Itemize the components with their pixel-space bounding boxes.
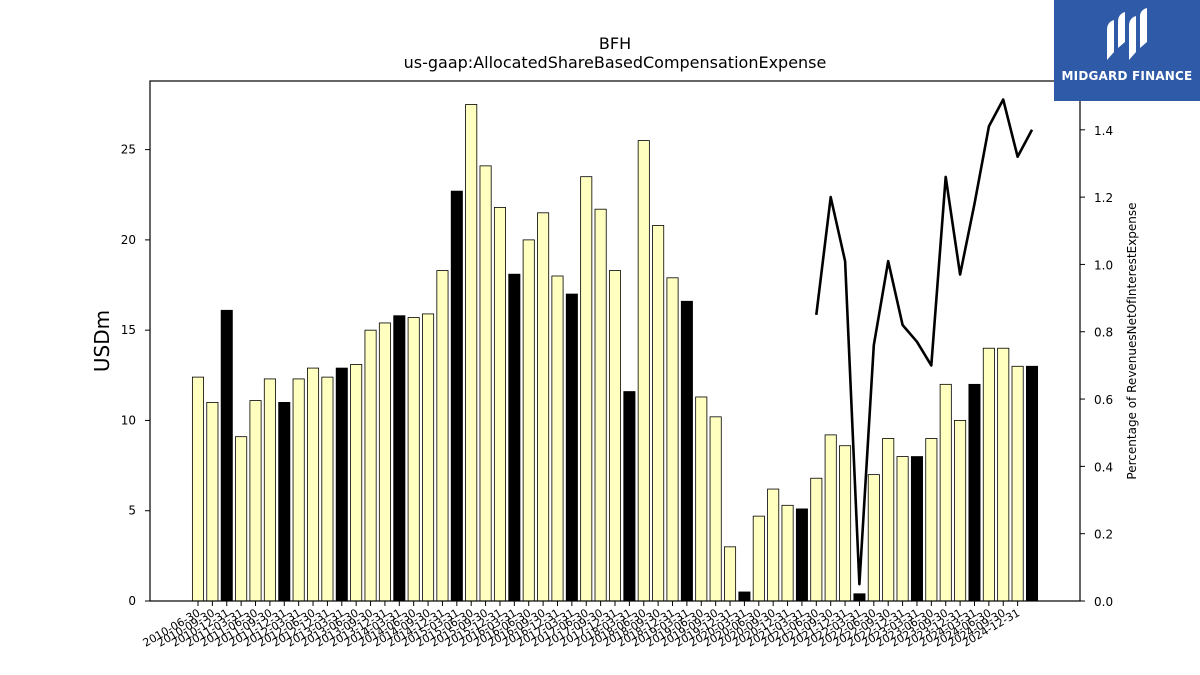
bar (652, 225, 665, 602)
y-axis: 0 5 10 15 20 25 (121, 143, 150, 608)
y-tick-label: 15 (121, 323, 136, 337)
bar (220, 309, 233, 602)
bar (522, 239, 535, 602)
bar (263, 378, 276, 602)
y-tick-label: 5 (128, 504, 136, 518)
bar (450, 190, 463, 602)
bar (939, 383, 952, 602)
bar (623, 391, 636, 602)
bar (896, 456, 909, 602)
bar (752, 515, 765, 602)
chart-title: BFH (599, 34, 631, 53)
line-series (815, 98, 1034, 586)
bar (608, 270, 622, 602)
bar (335, 367, 348, 602)
bar (565, 293, 578, 602)
y2-tick-label: 0.0 (1094, 595, 1113, 609)
y2-tick-label: 0.4 (1094, 460, 1113, 474)
bar (824, 434, 837, 602)
bar (1011, 365, 1024, 602)
bar (954, 420, 967, 602)
bar (724, 546, 737, 602)
bar (278, 401, 291, 602)
bar (479, 165, 492, 602)
bar (321, 376, 334, 602)
y2-axis: 0.0 0.2 0.4 0.6 0.8 1.0 1.2 1.4 (1080, 124, 1113, 609)
bar (235, 436, 248, 602)
y-tick-label: 10 (121, 413, 136, 427)
bar (882, 438, 895, 602)
bar (968, 383, 981, 602)
bar (249, 400, 262, 602)
bar (666, 277, 679, 602)
bar (508, 273, 521, 602)
y2-tick-label: 1.0 (1094, 258, 1113, 272)
bar (867, 474, 880, 602)
bar (493, 206, 506, 602)
bar (465, 104, 478, 602)
y2-axis-label: Percentage of RevenuesNetOfInterestExpen… (1125, 202, 1139, 479)
bar (292, 378, 305, 602)
bar (709, 416, 722, 602)
y2-tick-label: 0.6 (1094, 393, 1113, 407)
y2-tick-label: 0.8 (1094, 326, 1113, 340)
bar (1025, 365, 1039, 602)
y-tick-label: 25 (121, 143, 136, 157)
logo-text: MIDGARD FINANCE (1061, 69, 1193, 83)
y-tick-label: 0 (128, 594, 136, 608)
bar (364, 329, 377, 602)
bar (925, 438, 938, 602)
bar (350, 364, 363, 602)
y-tick-label: 20 (121, 233, 136, 247)
bar (982, 347, 995, 602)
bar (997, 347, 1010, 602)
bar (767, 488, 780, 602)
bar (378, 322, 391, 602)
bar (551, 275, 564, 602)
y-axis-label: USDm (90, 310, 114, 372)
bar (191, 376, 205, 602)
bar (810, 477, 823, 602)
bar (407, 317, 420, 602)
bars (191, 104, 1039, 602)
bar (594, 208, 607, 602)
bar (637, 140, 650, 602)
bar (436, 270, 449, 602)
x-axis: 2010-06-302010-09-302010-12-312011-03-31… (141, 601, 1022, 650)
bar (910, 456, 923, 602)
bar (795, 508, 808, 602)
bar (781, 504, 794, 602)
bar (839, 445, 852, 602)
bar (695, 396, 708, 602)
chart-subtitle: us-gaap:AllocatedShareBasedCompensationE… (404, 53, 827, 72)
y2-tick-label: 1.4 (1094, 124, 1113, 138)
bar (738, 591, 751, 602)
y2-tick-label: 1.2 (1094, 191, 1113, 205)
bar (537, 212, 550, 602)
bar (853, 593, 866, 602)
bar (580, 176, 593, 602)
bar (393, 315, 406, 602)
bar (422, 313, 435, 602)
bar (680, 300, 693, 602)
bar (206, 401, 219, 602)
midgard-logo-icon (1107, 8, 1147, 60)
bar (307, 367, 320, 602)
y2-tick-label: 0.2 (1094, 528, 1113, 542)
line-series-path (815, 98, 1034, 586)
brand-logo: MIDGARD FINANCE (1054, 0, 1200, 101)
